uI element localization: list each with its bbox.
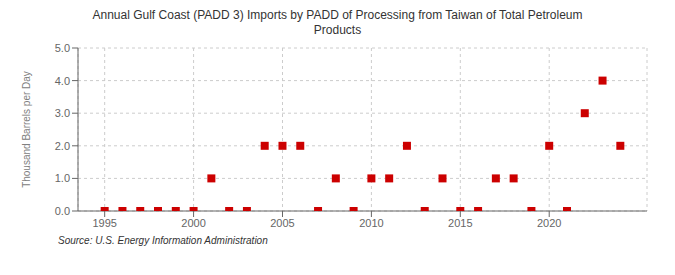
svg-text:1.0: 1.0	[55, 172, 70, 184]
svg-text:2005: 2005	[270, 217, 294, 229]
svg-text:Thousand Barrels per Day: Thousand Barrels per Day	[21, 71, 32, 188]
svg-text:2.0: 2.0	[55, 140, 70, 152]
svg-text:2010: 2010	[359, 217, 383, 229]
svg-text:2020: 2020	[537, 217, 561, 229]
svg-text:3.0: 3.0	[55, 107, 70, 119]
svg-text:2015: 2015	[448, 217, 472, 229]
html-text:Source: U.S. Energy Informatio: Source: U.S. Energy Information Administ…	[58, 235, 268, 246]
svg-text:5.0: 5.0	[55, 42, 70, 54]
svg-text:1995: 1995	[92, 217, 116, 229]
svg-text:4.0: 4.0	[55, 75, 70, 87]
svg-text:0.0: 0.0	[55, 205, 70, 217]
html-text:Annual Gulf Coast (PADD 3) Imp: Annual Gulf Coast (PADD 3) Imports by PA…	[92, 8, 583, 37]
svg-text:2000: 2000	[181, 217, 205, 229]
